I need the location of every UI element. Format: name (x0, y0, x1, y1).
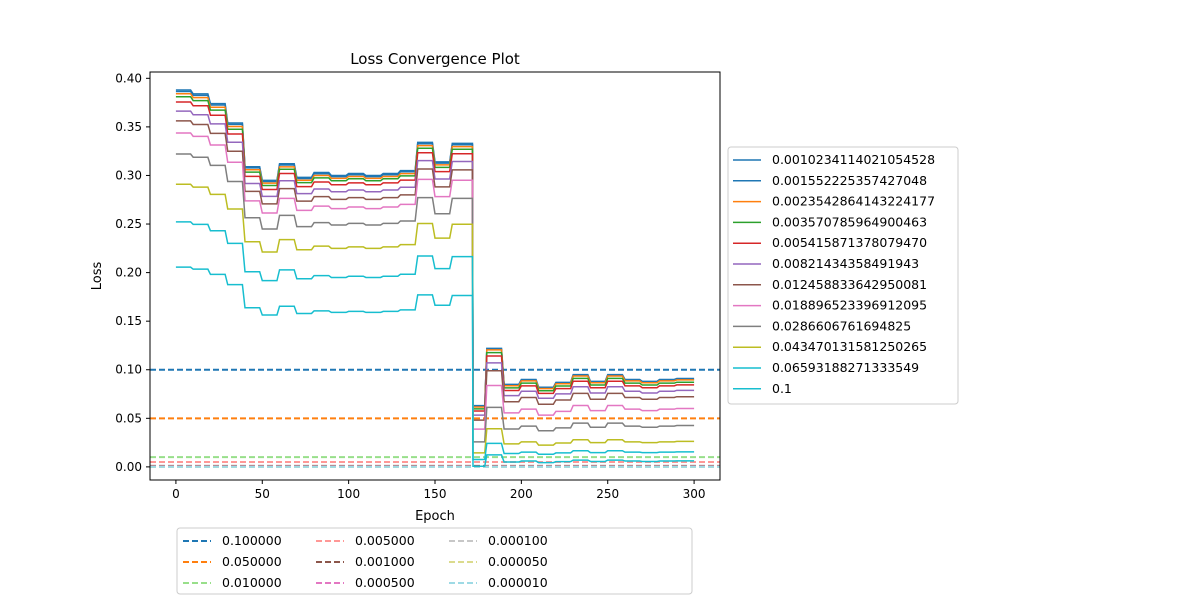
series-legend-label-4: 0.005415871378079470 (772, 235, 927, 250)
loss-series-line-10 (175, 221, 695, 461)
y-tick-label-8: 0.40 (115, 71, 142, 85)
threshold-legend-label-1: 0.050000 (222, 554, 282, 569)
threshold-legend: 0.100000 0.050000 0.010000 0.005000 0.001000… (176, 527, 693, 595)
series-legend-label-3: 0.003570785964900463 (772, 214, 927, 229)
chart-title: Loss Convergence Plot (350, 50, 520, 68)
y-axis-label: Loss (90, 262, 105, 291)
loss-series-line-2 (175, 92, 695, 408)
series-legend-label-2: 0.0023542864143224177 (772, 194, 935, 209)
series-legend-label-7: 0.018896523396912095 (772, 298, 927, 313)
y-tick-label-7: 0.35 (115, 120, 142, 134)
threshold-lines (150, 368, 720, 468)
loss-series-line-6 (175, 120, 695, 421)
y-tick-label-0: 0.00 (115, 460, 142, 474)
threshold-legend-label-4: 0.001000 (355, 554, 415, 569)
x-axis-ticks: 0 50 100 150 200 250 300 (172, 480, 706, 501)
y-tick-label-3: 0.15 (115, 314, 142, 328)
series-legend-label-0: 0.0010234114021054528 (772, 152, 935, 167)
loss-series-line-9 (175, 183, 695, 454)
plot-area (149, 71, 721, 481)
y-tick-label-6: 0.30 (115, 168, 142, 182)
loss-series-line-11 (175, 266, 695, 468)
series-legend-label-1: 0.001552225357427048 (772, 173, 927, 188)
series-legend: 0.0010234114021054528 0.00155222535742704… (727, 146, 959, 405)
x-tick-label-3: 150 (424, 487, 447, 501)
loss-series-line-8 (175, 153, 695, 443)
y-tick-label-4: 0.20 (115, 266, 142, 280)
x-tick-label-6: 300 (683, 487, 706, 501)
x-tick-label-4: 200 (510, 487, 533, 501)
loss-series-line-4 (175, 101, 695, 412)
series-legend-frame (727, 146, 959, 405)
x-tick-label-5: 250 (596, 487, 619, 501)
series-legend-label-8: 0.0286606761694825 (772, 318, 911, 333)
y-tick-label-5: 0.25 (115, 217, 142, 231)
threshold-legend-label-2: 0.010000 (222, 575, 282, 590)
axes-background (150, 72, 720, 480)
loss-series-line-3 (175, 96, 695, 410)
series-legend-label-10: 0.06593188271333549 (772, 360, 919, 375)
threshold-legend-label-3: 0.005000 (355, 533, 415, 548)
y-axis-ticks: 0.00 0.05 0.10 0.15 0.20 0.25 0.30 0.35 0.40 (115, 71, 150, 474)
threshold-legend-frame (176, 527, 693, 595)
threshold-legend-label-7: 0.000050 (488, 554, 548, 569)
series-legend-label-9: 0.043470131581250265 (772, 339, 927, 354)
x-axis-label: Epoch (415, 509, 455, 524)
series-legend-label-5: 0.00821434358491943 (772, 256, 919, 271)
x-tick-label-2: 100 (337, 487, 360, 501)
series-legend-label-6: 0.012458833642950081 (772, 277, 927, 292)
loss-series-line-7 (175, 132, 695, 430)
threshold-legend-label-0: 0.100000 (222, 533, 282, 548)
x-tick-label-0: 0 (172, 487, 180, 501)
loss-series-lines (175, 89, 695, 468)
threshold-legend-label-5: 0.000500 (355, 575, 415, 590)
threshold-legend-label-8: 0.000010 (488, 575, 548, 590)
loss-series-line-5 (175, 110, 695, 416)
x-tick-label-1: 50 (255, 487, 270, 501)
y-tick-label-2: 0.10 (115, 363, 142, 377)
y-tick-label-1: 0.05 (115, 411, 142, 425)
threshold-legend-label-6: 0.000100 (488, 533, 548, 548)
series-legend-label-11: 0.1 (772, 381, 792, 396)
